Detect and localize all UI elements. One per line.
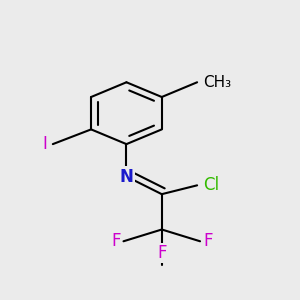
Text: F: F <box>203 232 212 250</box>
Text: CH₃: CH₃ <box>203 75 231 90</box>
Text: N: N <box>119 167 134 185</box>
Text: F: F <box>111 232 121 250</box>
Text: F: F <box>157 244 166 262</box>
Text: Cl: Cl <box>203 176 219 194</box>
Text: I: I <box>42 135 47 153</box>
